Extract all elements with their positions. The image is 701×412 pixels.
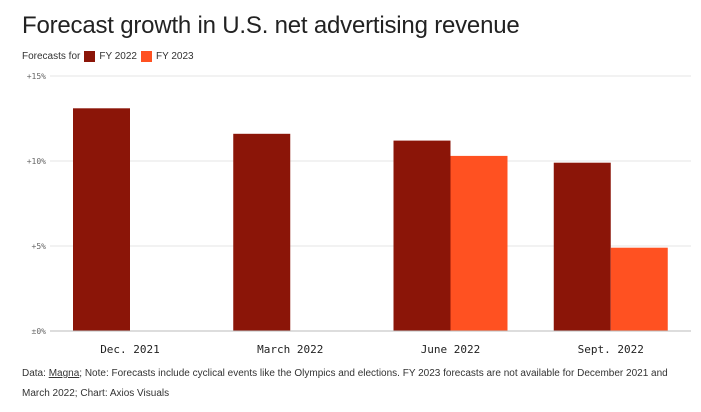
data-prefix: Data:	[22, 368, 49, 379]
y-tick-label: +15%	[27, 72, 46, 81]
bar-fy-2022	[393, 140, 451, 331]
legend-prefix: Forecasts for	[22, 50, 81, 62]
footnote-text: ; Note: Forecasts include cyclical event…	[22, 368, 668, 399]
x-tick-label: March 2022	[257, 343, 323, 356]
legend-swatch-fy-2022	[84, 50, 96, 62]
bar-fy-2023	[610, 247, 668, 331]
chart-legend: Forecasts for FY 2022 FY 2023	[22, 49, 198, 63]
y-tick-label: +10%	[27, 157, 46, 166]
chart-bars	[73, 108, 668, 331]
legend-label-fy-2023: FY 2023	[155, 50, 194, 62]
chart-title: Forecast growth in U.S. net advertising …	[22, 12, 520, 39]
bar-fy-2023	[450, 155, 508, 331]
x-tick-label: Sept. 2022	[578, 343, 644, 356]
bar-fy-2022	[233, 133, 291, 331]
legend-item-fy-2022: FY 2022	[84, 50, 137, 62]
legend-label-fy-2022: FY 2022	[99, 50, 137, 62]
x-tick-label: Dec. 2021	[100, 343, 160, 356]
legend-swatch-fy-2023	[140, 50, 152, 62]
y-tick-label: +5%	[32, 242, 47, 251]
chart-axes: ±0% +5% +10% +15% Dec. 2021 March 2022 June 20…	[27, 72, 691, 356]
y-tick-label: ±0%	[32, 327, 47, 336]
bar-fy-2022	[553, 162, 611, 331]
chart-footnote: Data: Magna; Note: Forecasts include cyc…	[22, 364, 682, 404]
legend-item-fy-2023: FY 2023	[140, 50, 194, 62]
x-tick-label: June 2022	[421, 343, 481, 356]
data-source-link[interactable]: Magna	[48, 368, 80, 379]
bar-fy-2022	[73, 108, 130, 331]
